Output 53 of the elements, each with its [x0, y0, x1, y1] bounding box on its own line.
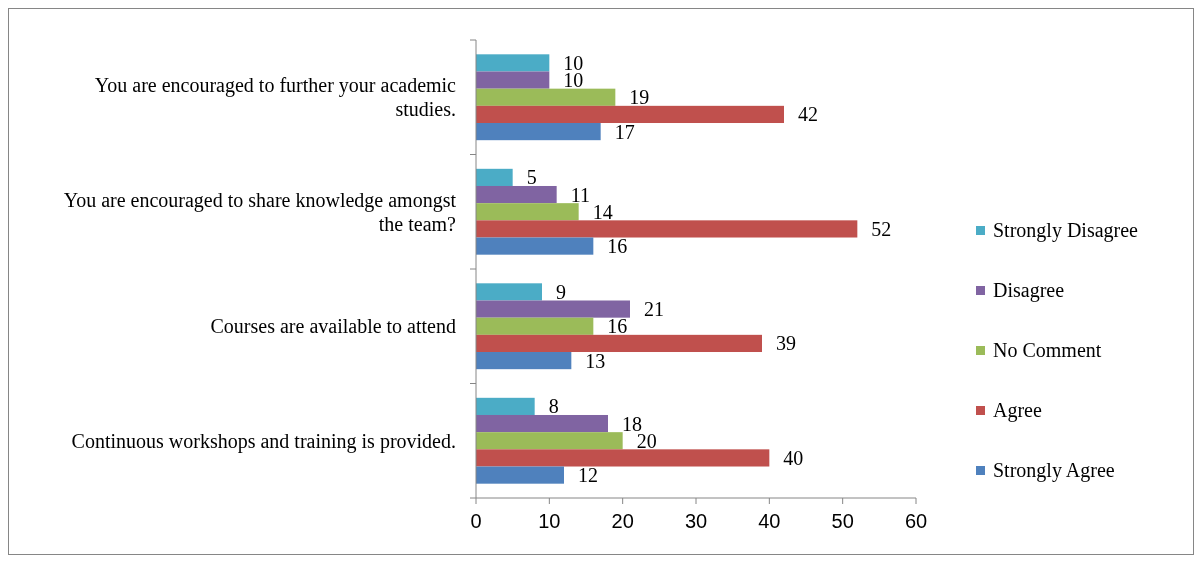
x-tick-label: 40 [758, 510, 781, 532]
bar [476, 71, 550, 89]
bar [476, 334, 762, 353]
x-tick-label: 0 [470, 510, 482, 532]
x-tick-label: 60 [904, 510, 928, 532]
y-tick-label: Courses are available to attend [210, 315, 456, 338]
bar [476, 352, 572, 370]
data-label: 12 [578, 464, 598, 487]
bar [476, 168, 513, 186]
bar [476, 105, 784, 124]
data-label: 21 [644, 298, 664, 321]
legend-label: Strongly Disagree [993, 219, 1139, 242]
data-label: 14 [592, 200, 613, 223]
bar [476, 414, 608, 433]
y-tick-label: You are encouraged to share knowledge amongst the team? [63, 188, 457, 235]
data-label: 42 [798, 103, 818, 126]
data-label: 19 [629, 86, 650, 109]
x-tick-label: 10 [538, 510, 561, 532]
data-label: 13 [585, 349, 606, 372]
x-tick-label: 30 [684, 510, 708, 532]
data-label: 16 [607, 235, 628, 258]
bar [476, 300, 630, 318]
bar [476, 449, 770, 467]
bar [476, 123, 601, 141]
y-tick-label: You are encouraged to further your academic studies. [94, 74, 457, 121]
data-label: 9 [556, 280, 566, 303]
bar [476, 185, 557, 204]
bar [476, 466, 564, 484]
data-label: 11 [570, 183, 590, 206]
bar [476, 283, 542, 301]
data-label: 18 [622, 412, 642, 435]
bar [476, 237, 594, 255]
y-tick-label: Continuous workshops and training is provided. [71, 429, 456, 453]
x-tick-label: 20 [611, 510, 634, 532]
data-label: 17 [614, 120, 635, 143]
bar [476, 317, 594, 335]
bar [476, 397, 535, 415]
legend-label: Agree [993, 399, 1042, 422]
bar [476, 88, 616, 106]
bar [476, 203, 579, 221]
legend-label: Disagree [993, 279, 1065, 302]
data-label: 16 [607, 315, 628, 338]
data-label: 40 [783, 446, 804, 469]
x-tick-label: 50 [831, 510, 854, 532]
data-label: 52 [871, 217, 892, 240]
data-label: 5 [526, 166, 537, 189]
legend-label: No Comment [993, 339, 1102, 361]
data-label: 39 [776, 332, 796, 355]
bar [476, 432, 623, 450]
bar [476, 54, 550, 72]
legend-label: Strongly Agree [993, 459, 1115, 482]
bar [476, 220, 858, 238]
data-label: 8 [548, 395, 559, 418]
